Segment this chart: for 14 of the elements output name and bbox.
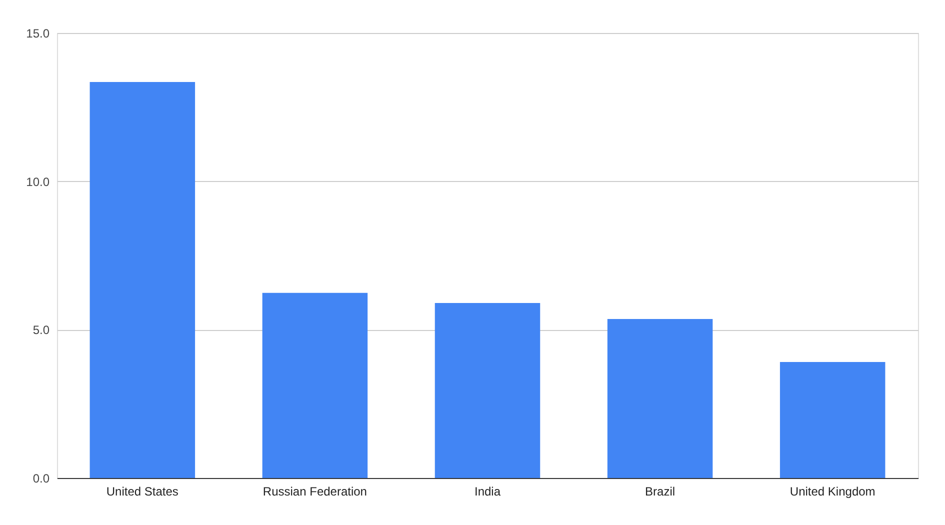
bar bbox=[90, 82, 196, 478]
y-tick-label: 10.0 bbox=[26, 174, 50, 189]
x-tick-label: United Kingdom bbox=[790, 484, 876, 498]
bar bbox=[434, 302, 540, 478]
bar bbox=[262, 292, 368, 478]
x-tick-label: Brazil bbox=[645, 484, 676, 498]
y-tick-label: 5.0 bbox=[32, 323, 50, 338]
x-tick-label: India bbox=[474, 484, 501, 498]
x-tick-label: United States bbox=[106, 484, 178, 498]
x-tick-label: Russian Federation bbox=[262, 484, 367, 498]
bar bbox=[780, 362, 886, 478]
y-tick-label: 0.0 bbox=[32, 472, 50, 486]
y-tick-label: 15.0 bbox=[26, 26, 50, 40]
bar bbox=[607, 318, 713, 478]
